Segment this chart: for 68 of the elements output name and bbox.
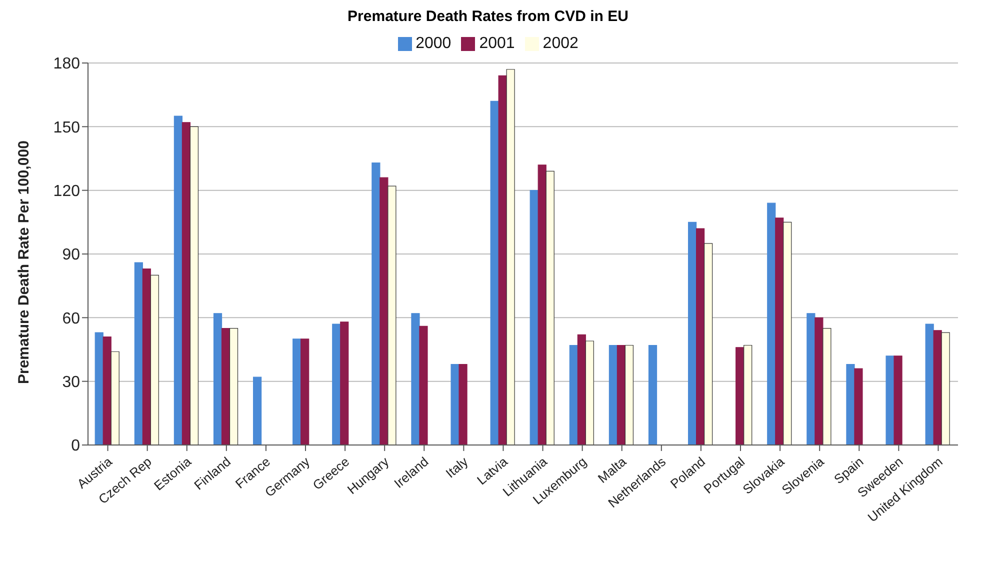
bar: [411, 313, 420, 445]
bar: [229, 328, 238, 445]
bar: [822, 328, 832, 445]
bar: [221, 328, 230, 445]
bar: [498, 75, 507, 445]
bar: [332, 324, 341, 445]
bar: [538, 164, 546, 445]
bar: [142, 268, 151, 445]
bar: [419, 326, 428, 445]
legend-label: 2002: [542, 35, 578, 52]
bar: [102, 336, 112, 445]
bar: [174, 116, 183, 445]
bar: [490, 100, 499, 445]
bar: [616, 344, 626, 445]
bar: [854, 368, 863, 445]
bar: [340, 322, 349, 445]
bar: [846, 364, 855, 445]
bar: [292, 338, 302, 445]
bar: [806, 313, 816, 445]
bar: [775, 218, 784, 445]
bar: [253, 376, 262, 445]
bar: [569, 344, 578, 445]
bar: [736, 347, 744, 445]
bar: [380, 177, 388, 445]
y-tick-label: 120: [53, 183, 80, 200]
bar: [624, 344, 634, 445]
bar: [213, 313, 222, 445]
bar: [744, 344, 752, 445]
y-tick-label: 90: [62, 246, 80, 264]
bar: [546, 170, 554, 445]
y-tick-label: 180: [53, 56, 80, 73]
bar: [688, 222, 697, 445]
bar: [372, 162, 380, 445]
y-tick-label: 60: [62, 310, 80, 328]
bar: [388, 186, 396, 445]
chart-title: Premature Death Rates from CVD in EU: [346, 8, 630, 25]
y-tick-label: 0: [71, 438, 80, 455]
bar: [190, 126, 199, 445]
y-axis-title: Premature Death Rate Per 100,000: [15, 140, 32, 384]
bar: [704, 243, 713, 445]
bar: [458, 364, 468, 445]
bar: [648, 344, 658, 445]
bar: [450, 364, 460, 445]
legend-label: 2001: [479, 35, 515, 52]
y-tick-label: 30: [62, 374, 80, 392]
bar: [585, 340, 594, 445]
bar: [696, 228, 705, 445]
bar: [577, 334, 586, 445]
bar: [925, 324, 934, 445]
bar: [886, 356, 894, 445]
bar: [767, 202, 776, 445]
bar: [506, 69, 515, 445]
bar: [94, 332, 104, 445]
bar: [814, 317, 824, 445]
bar: [110, 351, 120, 445]
legend-label: 2000: [416, 35, 452, 52]
bar: [134, 262, 143, 445]
x-tick-label: Italy: [442, 454, 472, 481]
bar: [530, 190, 538, 445]
bar: [941, 332, 950, 445]
bar: [783, 222, 792, 445]
bar: [933, 330, 942, 445]
bar: [894, 356, 902, 445]
bar: [182, 122, 191, 445]
bar: [608, 344, 618, 445]
y-tick-label: 150: [53, 119, 80, 136]
bar: [300, 338, 310, 445]
bar: [150, 274, 159, 445]
